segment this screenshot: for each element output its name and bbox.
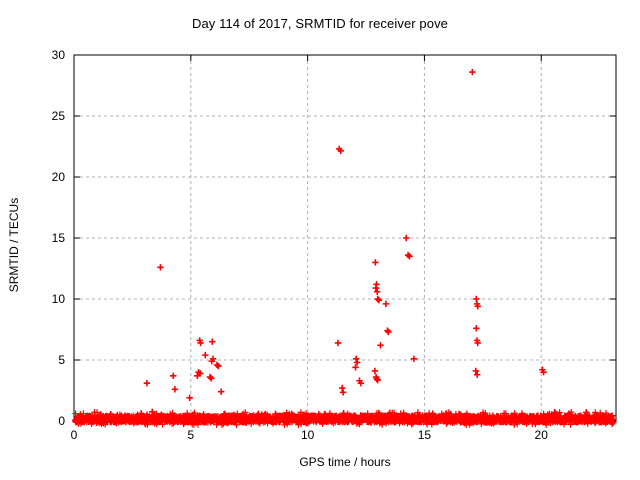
svg-text:25: 25: [52, 109, 66, 123]
svg-text:10: 10: [52, 292, 66, 306]
svg-text:0: 0: [71, 428, 78, 442]
chart-title: Day 114 of 2017, SRMTID for receiver pov…: [191, 16, 449, 31]
x-axis-label: GPS time / hours: [299, 455, 391, 469]
tick-labels: 0 5 10 15 20 25 30 0 5 10 15 20: [52, 48, 549, 442]
svg-text:15: 15: [418, 428, 432, 442]
svg-text:5: 5: [187, 428, 194, 442]
svg-text:5: 5: [58, 353, 65, 367]
svg-text:30: 30: [52, 48, 66, 62]
gridlines: [74, 55, 616, 421]
svg-text:15: 15: [52, 231, 66, 245]
svg-text:20: 20: [535, 428, 549, 442]
svg-text:0: 0: [58, 414, 65, 428]
data-points: [71, 68, 617, 429]
svg-text:10: 10: [301, 428, 315, 442]
svg-text:20: 20: [52, 170, 66, 184]
